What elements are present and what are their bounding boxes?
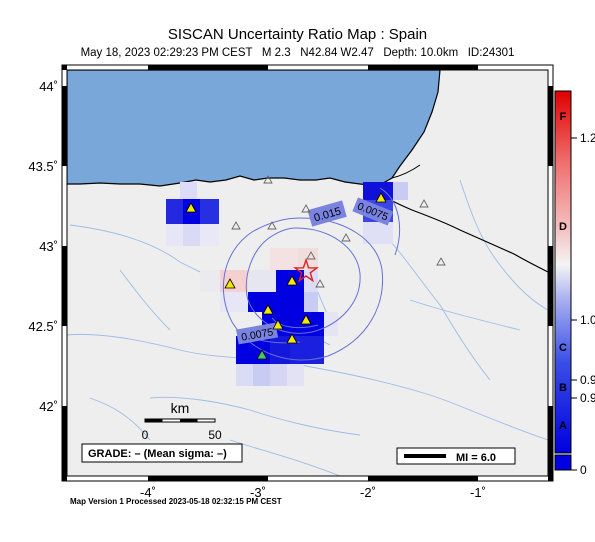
scale-bar: km 0 50 (142, 400, 222, 442)
colorbar-letter: C (559, 342, 567, 354)
epicenter-star (293, 257, 319, 283)
scale-tick: 0 (142, 428, 149, 442)
colorbar-value: 0 (580, 463, 587, 477)
x-tick-label: -2˚ (360, 485, 376, 500)
mi-legend: MI = 6.0 (396, 447, 516, 465)
colorbar-value: 0.9 (580, 373, 595, 387)
stations-yellow (185, 192, 387, 344)
station-green (256, 349, 268, 360)
colorbar-letter: B (559, 382, 567, 394)
scale-tick: 50 (208, 428, 222, 442)
colorbar-letter: F (560, 111, 567, 123)
x-tick-label: -3˚ (250, 485, 266, 500)
grade-box: GRADE: – (Mean sigma: –) (81, 443, 243, 463)
mi-label: MI = 6.0 (456, 452, 496, 464)
y-tick-label: 44˚ (39, 79, 58, 94)
processed-footer: Map Version 1 Processed 2023-05-18 02:32… (70, 497, 282, 506)
colorbar-value: 0.9 (580, 391, 595, 405)
map-frame (61, 64, 554, 482)
map-title: SISCAN Uncertainty Ratio Map : Spain (167, 26, 428, 43)
sea-area (67, 70, 441, 187)
x-tick-label: -4˚ (140, 485, 156, 500)
event-info: May 18, 2023 02:29:23 PM CEST M 2.3 N42.… (80, 47, 515, 59)
colorbar-value: 1.0 (580, 313, 595, 327)
y-tick-label: 42.5˚ (28, 319, 58, 334)
colorbar-letter: D (559, 221, 567, 233)
colorbar-value: 1.2 (580, 131, 595, 145)
y-tick-label: 43˚ (39, 239, 58, 254)
y-tick-label: 42˚ (39, 399, 58, 414)
contour-label: 0.0075 (240, 326, 274, 343)
stations-grey (231, 175, 446, 288)
color-bar: F D C B A 1.2 1.0 0.9 0.9 0 (554, 90, 595, 477)
colorbar-letter: A (559, 420, 567, 432)
country-border (371, 187, 548, 273)
grade-text: GRADE: – (Mean sigma: –) (88, 448, 227, 460)
axis-labels: -4˚ -3˚ -2˚ -1˚ 44˚ 43.5˚ 43˚ 42.5˚ 42˚ (28, 79, 486, 500)
y-tick-label: 43.5˚ (28, 159, 58, 174)
x-tick-label: -1˚ (470, 485, 486, 500)
scale-unit: km (171, 400, 190, 416)
